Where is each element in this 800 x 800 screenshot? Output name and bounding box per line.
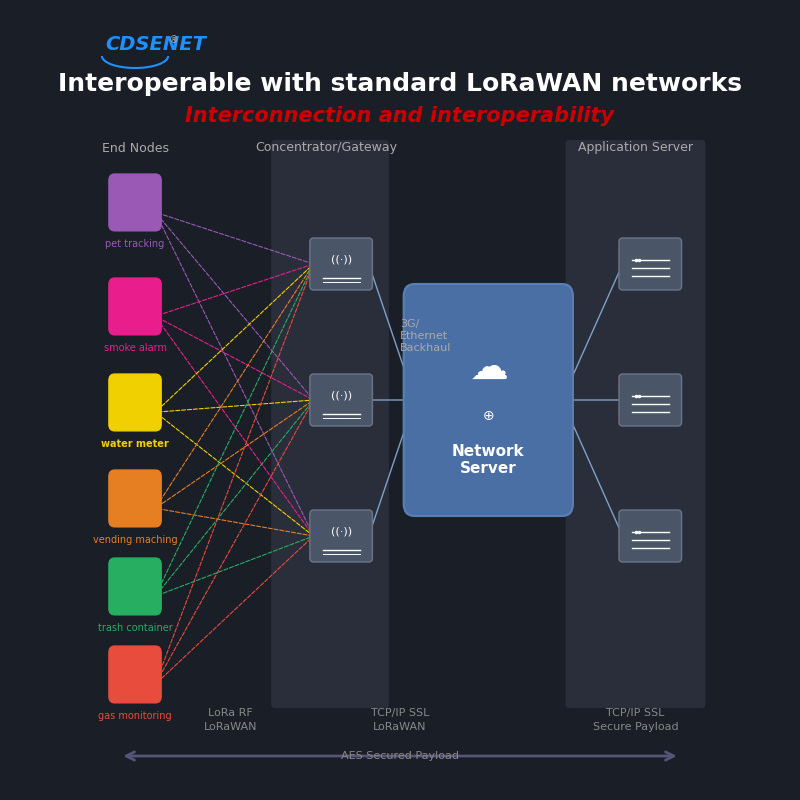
FancyBboxPatch shape: [271, 140, 389, 708]
Text: pet tracking: pet tracking: [106, 239, 165, 249]
FancyBboxPatch shape: [109, 646, 161, 703]
Text: ((·)): ((·)): [330, 527, 352, 537]
Text: ((·)): ((·)): [330, 255, 352, 265]
Text: CDSENET: CDSENET: [106, 34, 206, 54]
Text: Interconnection and interoperability: Interconnection and interoperability: [186, 106, 614, 126]
Text: vending maching: vending maching: [93, 535, 178, 545]
FancyBboxPatch shape: [619, 238, 682, 290]
Text: smoke alarm: smoke alarm: [103, 343, 166, 353]
FancyBboxPatch shape: [109, 558, 161, 615]
FancyBboxPatch shape: [619, 510, 682, 562]
Text: Network
Server: Network Server: [452, 444, 525, 476]
FancyBboxPatch shape: [619, 374, 682, 426]
Text: TCP/IP SSL
LoRaWAN: TCP/IP SSL LoRaWAN: [371, 709, 429, 731]
Text: water meter: water meter: [101, 439, 169, 449]
Text: 3G/
Ethernet
Backhaul: 3G/ Ethernet Backhaul: [400, 318, 451, 354]
FancyBboxPatch shape: [310, 510, 373, 562]
Text: TCP/IP SSL
Secure Payload: TCP/IP SSL Secure Payload: [593, 709, 678, 731]
FancyBboxPatch shape: [109, 174, 161, 231]
FancyBboxPatch shape: [109, 470, 161, 527]
FancyBboxPatch shape: [109, 278, 161, 335]
FancyBboxPatch shape: [566, 140, 706, 708]
Text: gas monitoring: gas monitoring: [98, 711, 172, 721]
Text: trash container: trash container: [98, 623, 173, 633]
Text: Interoperable with standard LoRaWAN networks: Interoperable with standard LoRaWAN netw…: [58, 72, 742, 96]
Text: ((·)): ((·)): [330, 391, 352, 401]
Text: End Nodes: End Nodes: [102, 142, 169, 154]
Text: Application Server: Application Server: [578, 142, 693, 154]
FancyBboxPatch shape: [404, 284, 573, 516]
FancyBboxPatch shape: [310, 374, 373, 426]
FancyBboxPatch shape: [109, 374, 161, 431]
Text: ⊕: ⊕: [482, 409, 494, 423]
Text: AES Secured Payload: AES Secured Payload: [341, 751, 459, 761]
Text: Concentrator/Gateway: Concentrator/Gateway: [255, 142, 398, 154]
Text: ☁: ☁: [469, 349, 508, 387]
FancyBboxPatch shape: [310, 238, 373, 290]
Text: LoRa RF
LoRaWAN: LoRa RF LoRaWAN: [204, 709, 258, 731]
Text: ®: ®: [168, 35, 178, 45]
